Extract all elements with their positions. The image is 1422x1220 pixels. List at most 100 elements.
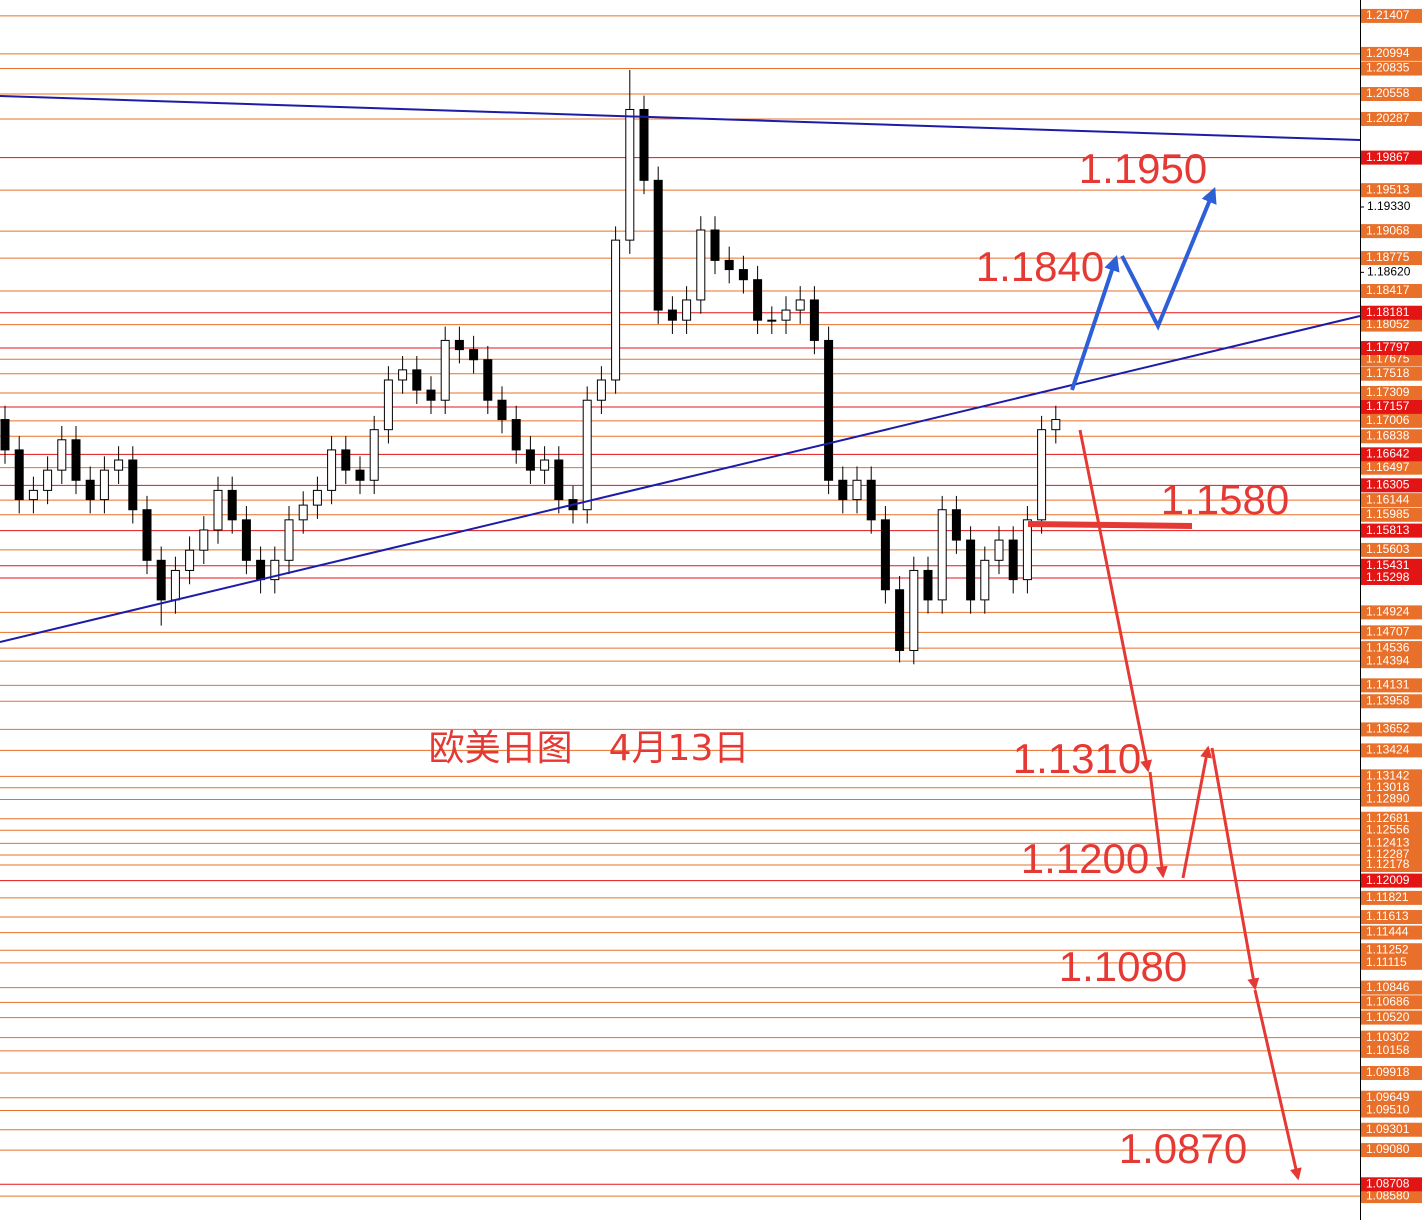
candle-body bbox=[327, 449, 337, 491]
candle-body bbox=[1037, 429, 1047, 521]
arrow bbox=[1148, 771, 1168, 879]
candle bbox=[383, 366, 393, 444]
candle bbox=[951, 495, 961, 554]
arrow bbox=[1210, 747, 1260, 991]
level-label-box bbox=[1361, 558, 1422, 573]
candle-body bbox=[241, 519, 251, 561]
level-label-box bbox=[1361, 678, 1422, 693]
level-label: 1.13652 bbox=[1366, 722, 1410, 736]
level-label: 1.16497 bbox=[1366, 460, 1410, 474]
candle bbox=[14, 436, 24, 514]
candle bbox=[625, 69, 635, 254]
level-label-box bbox=[1361, 722, 1422, 737]
y-tick-label: 1.18620 bbox=[1367, 265, 1411, 279]
level-label: 1.20558 bbox=[1366, 86, 1410, 100]
candle-body bbox=[454, 339, 464, 351]
candle bbox=[667, 296, 677, 334]
level-label: 1.17309 bbox=[1366, 385, 1410, 399]
candle bbox=[937, 495, 947, 614]
candle bbox=[838, 466, 848, 514]
candle-body bbox=[298, 504, 308, 521]
level-label-box bbox=[1361, 460, 1422, 475]
candle bbox=[128, 446, 138, 524]
candle bbox=[398, 356, 408, 394]
candle-body bbox=[653, 179, 663, 311]
arrow bbox=[1253, 989, 1302, 1181]
candle bbox=[213, 476, 223, 544]
candle-body bbox=[256, 559, 266, 581]
candle-body bbox=[682, 299, 692, 321]
level-label: 1.16642 bbox=[1366, 446, 1410, 460]
candle bbox=[795, 286, 805, 324]
candle-body bbox=[412, 369, 422, 391]
level-label: 1.14924 bbox=[1366, 605, 1410, 619]
candle-body bbox=[99, 469, 109, 501]
level-label: 1.17797 bbox=[1366, 340, 1410, 354]
level-label-box bbox=[1361, 399, 1422, 414]
trend-line bbox=[0, 315, 1361, 643]
level-label: 1.09510 bbox=[1366, 1103, 1410, 1117]
candle-body bbox=[341, 449, 351, 471]
candle bbox=[753, 265, 763, 334]
level-label-box bbox=[1361, 8, 1422, 23]
candle bbox=[199, 516, 209, 564]
level-label-box bbox=[1361, 1122, 1422, 1137]
candle-body bbox=[85, 479, 95, 501]
candle bbox=[57, 425, 67, 484]
candle bbox=[980, 546, 990, 614]
level-label-box bbox=[1361, 605, 1422, 620]
price-target: 1.1080 bbox=[1059, 943, 1187, 990]
level-label-box bbox=[1361, 654, 1422, 669]
candle bbox=[923, 556, 933, 614]
level-label: 1.10846 bbox=[1366, 980, 1410, 994]
annotations: 1.1950 1.1840 1.1580 1.1310 1.1200 1.1080 1.08… bbox=[976, 145, 1289, 1172]
arrow bbox=[1070, 254, 1120, 391]
level-label-box bbox=[1361, 111, 1422, 126]
candle bbox=[1051, 405, 1061, 444]
candle bbox=[596, 366, 606, 415]
level-label: 1.18775 bbox=[1366, 250, 1410, 264]
candle-body bbox=[185, 549, 195, 571]
candle-body bbox=[554, 459, 564, 501]
candle-body bbox=[809, 299, 819, 341]
arrow bbox=[1120, 187, 1217, 331]
candle bbox=[866, 466, 876, 534]
level-label: 1.11115 bbox=[1366, 955, 1407, 969]
candle bbox=[511, 405, 521, 464]
candle bbox=[28, 476, 38, 514]
level-label: 1.15985 bbox=[1366, 507, 1410, 521]
candle-body bbox=[369, 429, 379, 481]
candle bbox=[895, 575, 905, 663]
level-label-box bbox=[1361, 1030, 1422, 1045]
level-label-box bbox=[1361, 1189, 1422, 1204]
level-label-box bbox=[1361, 61, 1422, 76]
candles bbox=[0, 69, 1061, 665]
candle-body bbox=[596, 379, 606, 401]
level-label: 1.15431 bbox=[1366, 558, 1410, 572]
candle-body bbox=[1051, 419, 1061, 431]
candle-body bbox=[398, 369, 408, 381]
level-label-box bbox=[1361, 780, 1422, 795]
candle bbox=[469, 335, 479, 374]
candle bbox=[185, 536, 195, 585]
price-target: 1.1950 bbox=[1079, 145, 1207, 192]
level-label: 1.12413 bbox=[1366, 836, 1410, 850]
candle bbox=[1008, 526, 1018, 594]
level-label-box bbox=[1361, 570, 1422, 585]
candle-body bbox=[43, 469, 53, 491]
level-label-box bbox=[1361, 1043, 1422, 1058]
candle-body bbox=[696, 229, 706, 301]
level-label-box bbox=[1361, 413, 1422, 428]
candle bbox=[611, 226, 621, 394]
candle bbox=[369, 415, 379, 495]
candle-body bbox=[540, 459, 550, 471]
level-label: 1.11821 bbox=[1366, 890, 1409, 904]
level-label-box bbox=[1361, 823, 1422, 838]
level-label-box bbox=[1361, 743, 1422, 758]
candle-body bbox=[14, 449, 24, 501]
level-label: 1.09301 bbox=[1366, 1122, 1410, 1136]
price-target: 1.0870 bbox=[1119, 1125, 1247, 1172]
candle bbox=[540, 446, 550, 484]
candle bbox=[114, 446, 124, 484]
candle bbox=[142, 495, 152, 575]
